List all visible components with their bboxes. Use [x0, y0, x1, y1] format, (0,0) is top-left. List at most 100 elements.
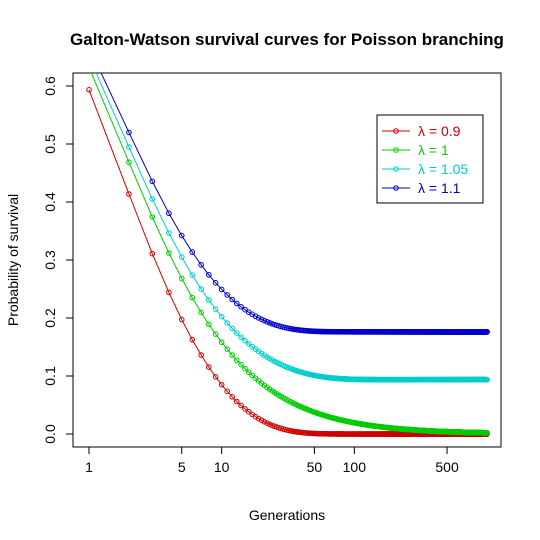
x-tick-label: 100 [343, 459, 367, 475]
x-tick-label: 500 [435, 459, 459, 475]
legend-label: λ = 1 [418, 142, 449, 158]
data-point [484, 329, 490, 335]
x-tick-label: 5 [178, 459, 186, 475]
data-point [126, 191, 132, 197]
data-point [252, 313, 259, 320]
data-point [224, 292, 230, 298]
data-point [166, 230, 172, 236]
data-point [224, 388, 230, 395]
data-point [206, 364, 212, 370]
data-point [218, 381, 225, 388]
data-point [149, 214, 156, 220]
data-point [245, 341, 252, 347]
series-1 [87, 65, 490, 436]
data-point [261, 317, 268, 324]
data-point [206, 321, 212, 328]
data-point [212, 331, 219, 337]
y-tick-label: 0.3 [42, 250, 58, 270]
legend: λ = 0.9 λ = 1 λ = 1.05 λ = 1.1 [376, 114, 484, 204]
data-point [242, 337, 248, 344]
data-point [484, 430, 490, 436]
data-point [87, 55, 92, 60]
data-point [242, 306, 248, 313]
data-point [224, 320, 230, 326]
data-point [212, 306, 219, 312]
legend-label: λ = 1.1 [418, 180, 461, 196]
x-axis-label: Generations [249, 507, 325, 523]
data-point [198, 261, 204, 268]
legend-marker [393, 128, 399, 134]
x-tick-label: 50 [307, 459, 323, 475]
data-point [238, 402, 244, 409]
data-point [229, 296, 235, 303]
data-point [261, 418, 268, 425]
data-point [178, 275, 185, 282]
x-tick-label: 1 [85, 459, 93, 475]
data-point [86, 87, 92, 93]
data-point [212, 280, 219, 286]
data-point [178, 232, 185, 239]
x-tick-label: 10 [214, 459, 230, 475]
data-point [484, 376, 490, 383]
data-point [258, 316, 265, 323]
data-point [242, 365, 248, 372]
data-point [266, 320, 273, 326]
y-tick-label: 0.5 [42, 134, 58, 154]
y-tick-label: 0.1 [42, 366, 58, 386]
data-point [229, 394, 235, 400]
data-point [87, 65, 92, 70]
data-point [178, 254, 185, 260]
data-point [245, 409, 252, 415]
data-point [198, 352, 204, 358]
data-point [198, 309, 204, 316]
data-point [233, 357, 240, 363]
series-2 [87, 55, 490, 383]
data-point [233, 300, 240, 307]
y-tick-label: 0.0 [42, 424, 58, 444]
data-point [206, 297, 212, 303]
data-point [149, 196, 156, 202]
data-point [212, 374, 219, 380]
y-axis-label: Probability of survival [5, 194, 21, 326]
data-point [126, 144, 132, 150]
data-point [166, 210, 172, 217]
data-point [233, 330, 240, 336]
legend-label: λ = 1.05 [418, 161, 468, 177]
data-point [189, 336, 196, 343]
data-point [249, 372, 256, 379]
x-axis: 1 5 10 50 100 500 [85, 446, 459, 475]
data-point [245, 369, 252, 376]
data-point [238, 334, 244, 340]
data-point [224, 346, 230, 352]
data-point [198, 286, 204, 292]
data-point [189, 249, 196, 255]
data-point [264, 319, 270, 325]
data-point [255, 315, 262, 321]
data-point [238, 303, 244, 310]
legend-marker [393, 166, 399, 172]
data-point [229, 352, 235, 358]
data-point [189, 294, 196, 301]
data-point [258, 417, 265, 424]
data-point [242, 406, 248, 412]
chart-title: Galton-Watson survival curves for Poisso… [70, 30, 504, 49]
y-tick-label: 0.2 [42, 308, 58, 328]
y-tick-label: 0.4 [42, 192, 58, 212]
data-point [166, 250, 172, 256]
data-point [149, 250, 156, 257]
data-point [218, 339, 225, 346]
legend-marker [393, 185, 399, 191]
data-point [218, 313, 225, 320]
series-3 [100, 73, 490, 335]
data-point [218, 286, 225, 293]
data-point [206, 271, 212, 278]
data-point [189, 272, 196, 278]
data-point [255, 415, 262, 422]
y-tick-label: 0.6 [42, 76, 58, 96]
series-curves [86, 55, 490, 437]
data-point [126, 159, 132, 166]
data-point [229, 325, 235, 332]
data-point [264, 420, 270, 426]
data-point [166, 289, 172, 296]
